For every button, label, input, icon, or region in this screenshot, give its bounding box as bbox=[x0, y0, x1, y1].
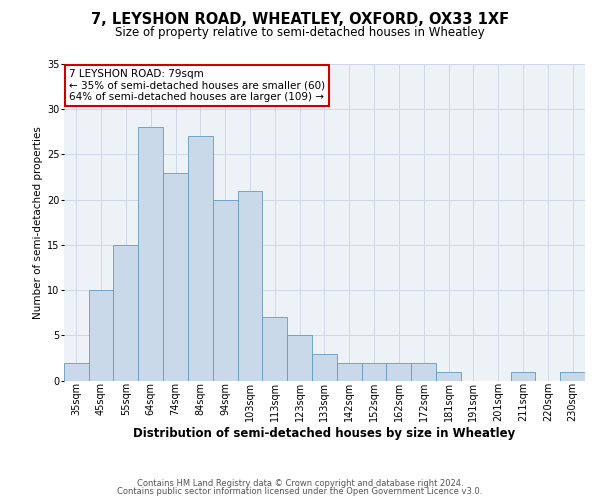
Bar bbox=[213, 200, 238, 380]
Y-axis label: Number of semi-detached properties: Number of semi-detached properties bbox=[33, 126, 43, 319]
Bar bbox=[411, 362, 436, 380]
Bar bbox=[337, 362, 362, 380]
Bar bbox=[362, 362, 386, 380]
Bar bbox=[188, 136, 213, 380]
Bar bbox=[560, 372, 585, 380]
Text: 7 LEYSHON ROAD: 79sqm
← 35% of semi-detached houses are smaller (60)
64% of semi: 7 LEYSHON ROAD: 79sqm ← 35% of semi-deta… bbox=[69, 69, 325, 102]
Bar bbox=[138, 128, 163, 380]
Bar bbox=[511, 372, 535, 380]
Bar bbox=[238, 190, 262, 380]
Bar bbox=[113, 245, 138, 380]
X-axis label: Distribution of semi-detached houses by size in Wheatley: Distribution of semi-detached houses by … bbox=[133, 427, 515, 440]
Text: Contains HM Land Registry data © Crown copyright and database right 2024.: Contains HM Land Registry data © Crown c… bbox=[137, 478, 463, 488]
Bar bbox=[287, 336, 312, 380]
Text: Contains public sector information licensed under the Open Government Licence v3: Contains public sector information licen… bbox=[118, 487, 482, 496]
Bar bbox=[386, 362, 411, 380]
Bar bbox=[312, 354, 337, 380]
Bar bbox=[64, 362, 89, 380]
Bar bbox=[163, 172, 188, 380]
Bar bbox=[436, 372, 461, 380]
Bar bbox=[262, 318, 287, 380]
Bar bbox=[89, 290, 113, 380]
Text: 7, LEYSHON ROAD, WHEATLEY, OXFORD, OX33 1XF: 7, LEYSHON ROAD, WHEATLEY, OXFORD, OX33 … bbox=[91, 12, 509, 28]
Text: Size of property relative to semi-detached houses in Wheatley: Size of property relative to semi-detach… bbox=[115, 26, 485, 39]
